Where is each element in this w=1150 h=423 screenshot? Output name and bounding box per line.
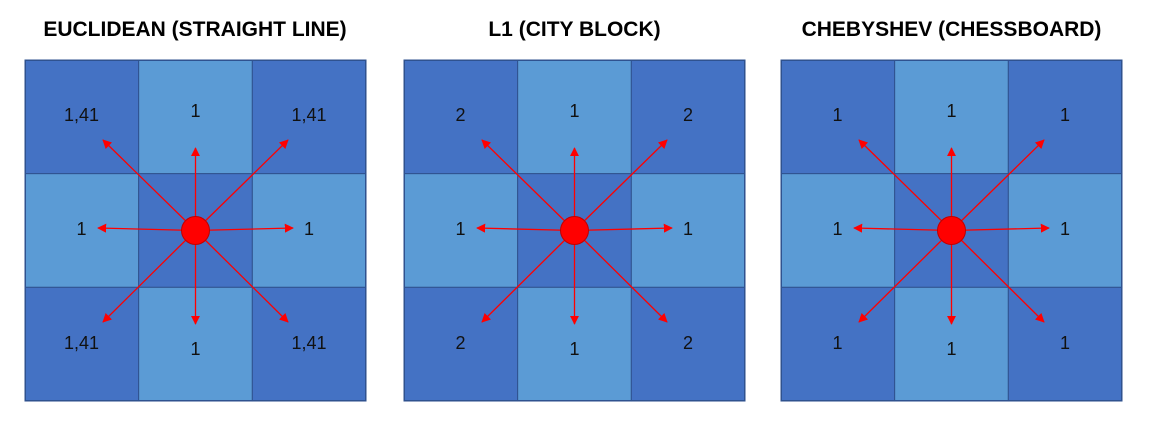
distance-label-bottom-left: 1 xyxy=(832,333,842,353)
arrow-top-right xyxy=(195,139,289,231)
grid-border xyxy=(781,60,1122,401)
arrow-bottom-left xyxy=(481,230,575,323)
distance-label-top: 1 xyxy=(569,101,579,121)
panel-title: L1 (CITY BLOCK) xyxy=(488,18,661,41)
arrow-top-right xyxy=(951,139,1045,231)
distance-label-bottom-right: 2 xyxy=(683,333,693,353)
distance-label-right: 1 xyxy=(304,219,314,239)
distance-label-bottom-right: 1,41 xyxy=(291,333,326,353)
distance-label-bottom-left: 1,41 xyxy=(64,333,99,353)
grid-cell xyxy=(780,59,896,175)
arrow-left xyxy=(97,223,196,233)
distance-label-top-left: 1,41 xyxy=(64,105,99,125)
distance-grid: 1 1 1 1 1 1 1 1 xyxy=(780,59,1123,402)
distance-label-top-left: 2 xyxy=(455,105,465,125)
distance-label-top-right: 1,41 xyxy=(291,105,326,125)
distance-label-right: 1 xyxy=(1060,219,1070,239)
center-point xyxy=(560,216,589,245)
distance-grid: 2 1 2 1 1 2 1 2 xyxy=(403,59,746,402)
distance-grid: 1,41 1 1,41 1 1 1,41 1 1,41 xyxy=(24,59,367,402)
grid-border xyxy=(25,60,366,401)
grid-border xyxy=(404,60,745,401)
grid-cell xyxy=(403,59,519,175)
arrow-right xyxy=(574,223,673,233)
grid-cell xyxy=(1007,173,1123,288)
arrow-bottom-right xyxy=(574,230,668,323)
center-point xyxy=(181,216,210,245)
grid-cell xyxy=(403,173,519,288)
grid-cell xyxy=(780,173,896,288)
distance-label-bottom-left: 2 xyxy=(455,333,465,353)
grid-cell xyxy=(630,59,746,175)
arrow-left xyxy=(476,223,575,233)
arrow-top-left xyxy=(102,139,196,231)
grid-cell xyxy=(24,173,140,288)
grid-cell xyxy=(251,59,367,175)
distance-label-bottom: 1 xyxy=(569,339,579,359)
distance-label-top-left: 1 xyxy=(832,105,842,125)
distance-label-left: 1 xyxy=(455,219,465,239)
arrow-right xyxy=(951,223,1050,233)
distance-label-bottom: 1 xyxy=(946,339,956,359)
panel-title: EUCLIDEAN (STRAIGHT LINE) xyxy=(43,18,347,41)
center-point xyxy=(937,216,966,245)
arrow-top-left xyxy=(481,139,575,231)
arrow-top-right xyxy=(574,139,668,231)
distance-label-bottom: 1 xyxy=(190,339,200,359)
grid-cell xyxy=(1007,59,1123,175)
arrow-right xyxy=(195,223,294,233)
grid-cell xyxy=(251,173,367,288)
distance-label-top: 1 xyxy=(946,101,956,121)
distance-label-bottom-right: 1 xyxy=(1060,333,1070,353)
distance-label-left: 1 xyxy=(832,219,842,239)
arrow-bottom-right xyxy=(195,230,289,323)
panel-title: CHEBYSHEV (CHESSBOARD) xyxy=(801,18,1102,41)
arrow-bottom-left xyxy=(102,230,196,323)
arrow-top-left xyxy=(858,139,952,231)
arrow-left xyxy=(853,223,952,233)
grid-cell xyxy=(630,173,746,288)
distance-label-left: 1 xyxy=(76,219,86,239)
distance-label-top-right: 1 xyxy=(1060,105,1070,125)
arrow-bottom-right xyxy=(951,230,1045,323)
distance-label-right: 1 xyxy=(683,219,693,239)
arrow-bottom-left xyxy=(858,230,952,323)
distance-label-top-right: 2 xyxy=(683,105,693,125)
distance-label-top: 1 xyxy=(190,101,200,121)
